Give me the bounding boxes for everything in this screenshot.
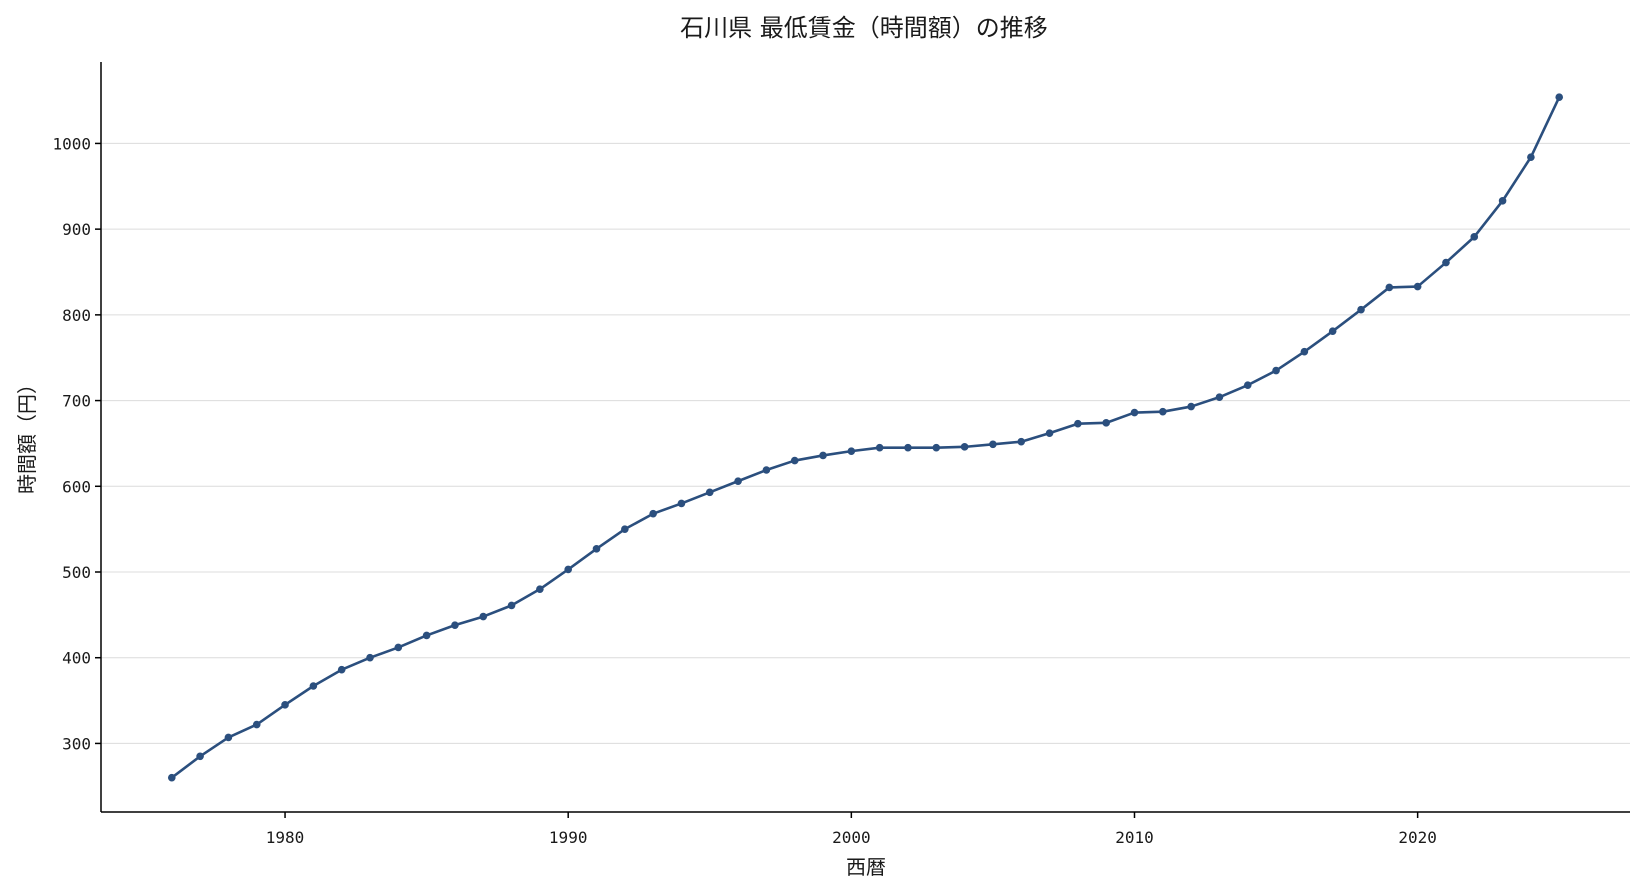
data-point-1991 (592, 545, 601, 553)
data-point-1997 (762, 466, 771, 474)
data-point-2008 (1074, 419, 1082, 428)
x-tick-label-1990: 1990 (549, 828, 588, 847)
series-line-layer (170, 95, 1561, 780)
data-point-1990 (564, 565, 572, 574)
data-point-1978 (224, 733, 233, 742)
data-point-1986 (451, 621, 459, 629)
data-point-1985 (422, 631, 431, 640)
data-point-2012 (1187, 402, 1195, 411)
chart-title: 石川県 最低賃金（時間額）の推移 (680, 14, 1048, 42)
data-point-2018 (1357, 305, 1365, 314)
y-tick-label-500: 500 (62, 563, 91, 582)
data-point-2007 (1045, 429, 1054, 437)
data-point-2002 (904, 443, 912, 452)
data-point-2016 (1300, 347, 1309, 356)
data-point-2025 (1555, 93, 1564, 101)
data-point-1999 (819, 451, 827, 460)
x-tick-label-1980: 1980 (266, 828, 305, 847)
data-point-1993 (649, 509, 657, 518)
series-line (170, 95, 1561, 780)
data-point-1998 (790, 456, 799, 465)
data-point-1988 (507, 601, 516, 610)
data-point-2003 (932, 443, 941, 452)
data-point-1989 (536, 585, 544, 593)
data-point-1979 (252, 720, 261, 729)
data-points (167, 93, 1564, 782)
x-tick-label-2000: 2000 (832, 828, 871, 847)
data-point-1982 (337, 665, 346, 674)
data-point-2017 (1328, 327, 1337, 335)
y-tick-label-900: 900 (62, 220, 91, 239)
data-point-2014 (1243, 381, 1252, 389)
data-point-2015 (1272, 366, 1280, 375)
y-tick-label-800: 800 (62, 306, 91, 325)
data-point-2024 (1527, 153, 1535, 161)
data-point-2022 (1470, 233, 1479, 241)
x-tick-label-2010: 2010 (1115, 828, 1154, 847)
data-point-2010 (1130, 408, 1139, 417)
data-point-1994 (677, 499, 686, 508)
data-point-1976 (167, 773, 176, 782)
data-point-2005 (989, 440, 997, 449)
data-point-1983 (366, 653, 374, 662)
data-point-1987 (479, 612, 488, 621)
data-point-1984 (394, 643, 403, 652)
data-point-1992 (621, 525, 629, 533)
data-point-1981 (309, 682, 318, 690)
x-tick-label-2020: 2020 (1398, 828, 1437, 847)
data-point-2023 (1498, 197, 1507, 205)
data-point-2019 (1385, 283, 1394, 292)
x-axis-ticks: 1980 1990 2000 2010 2020 (266, 812, 1437, 847)
data-point-2001 (875, 443, 884, 452)
y-tick-label-300: 300 (62, 734, 91, 753)
y-axis-label: 時間額（円） (15, 374, 39, 494)
data-point-2020 (1413, 282, 1422, 291)
data-point-1980 (281, 701, 289, 709)
data-point-2013 (1215, 393, 1224, 401)
y-tick-label-400: 400 (62, 649, 91, 668)
y-tick-label-600: 600 (62, 477, 91, 496)
data-point-2000 (847, 447, 856, 455)
data-point-2004 (960, 443, 969, 451)
data-point-1995 (705, 488, 714, 497)
data-point-1977 (196, 752, 204, 761)
y-axis-ticks: 300 400 500 600 700 800 900 1000 (52, 134, 101, 753)
y-tick-label-1000: 1000 (52, 134, 91, 153)
data-point-2006 (1017, 437, 1026, 446)
data-point-2009 (1102, 419, 1110, 427)
y-tick-label-700: 700 (62, 392, 91, 411)
data-point-1996 (734, 477, 742, 485)
data-point-2011 (1159, 407, 1167, 416)
gridlines (101, 142, 1630, 744)
data-point-2021 (1442, 258, 1450, 267)
x-axis-label: 西暦 (846, 855, 886, 879)
